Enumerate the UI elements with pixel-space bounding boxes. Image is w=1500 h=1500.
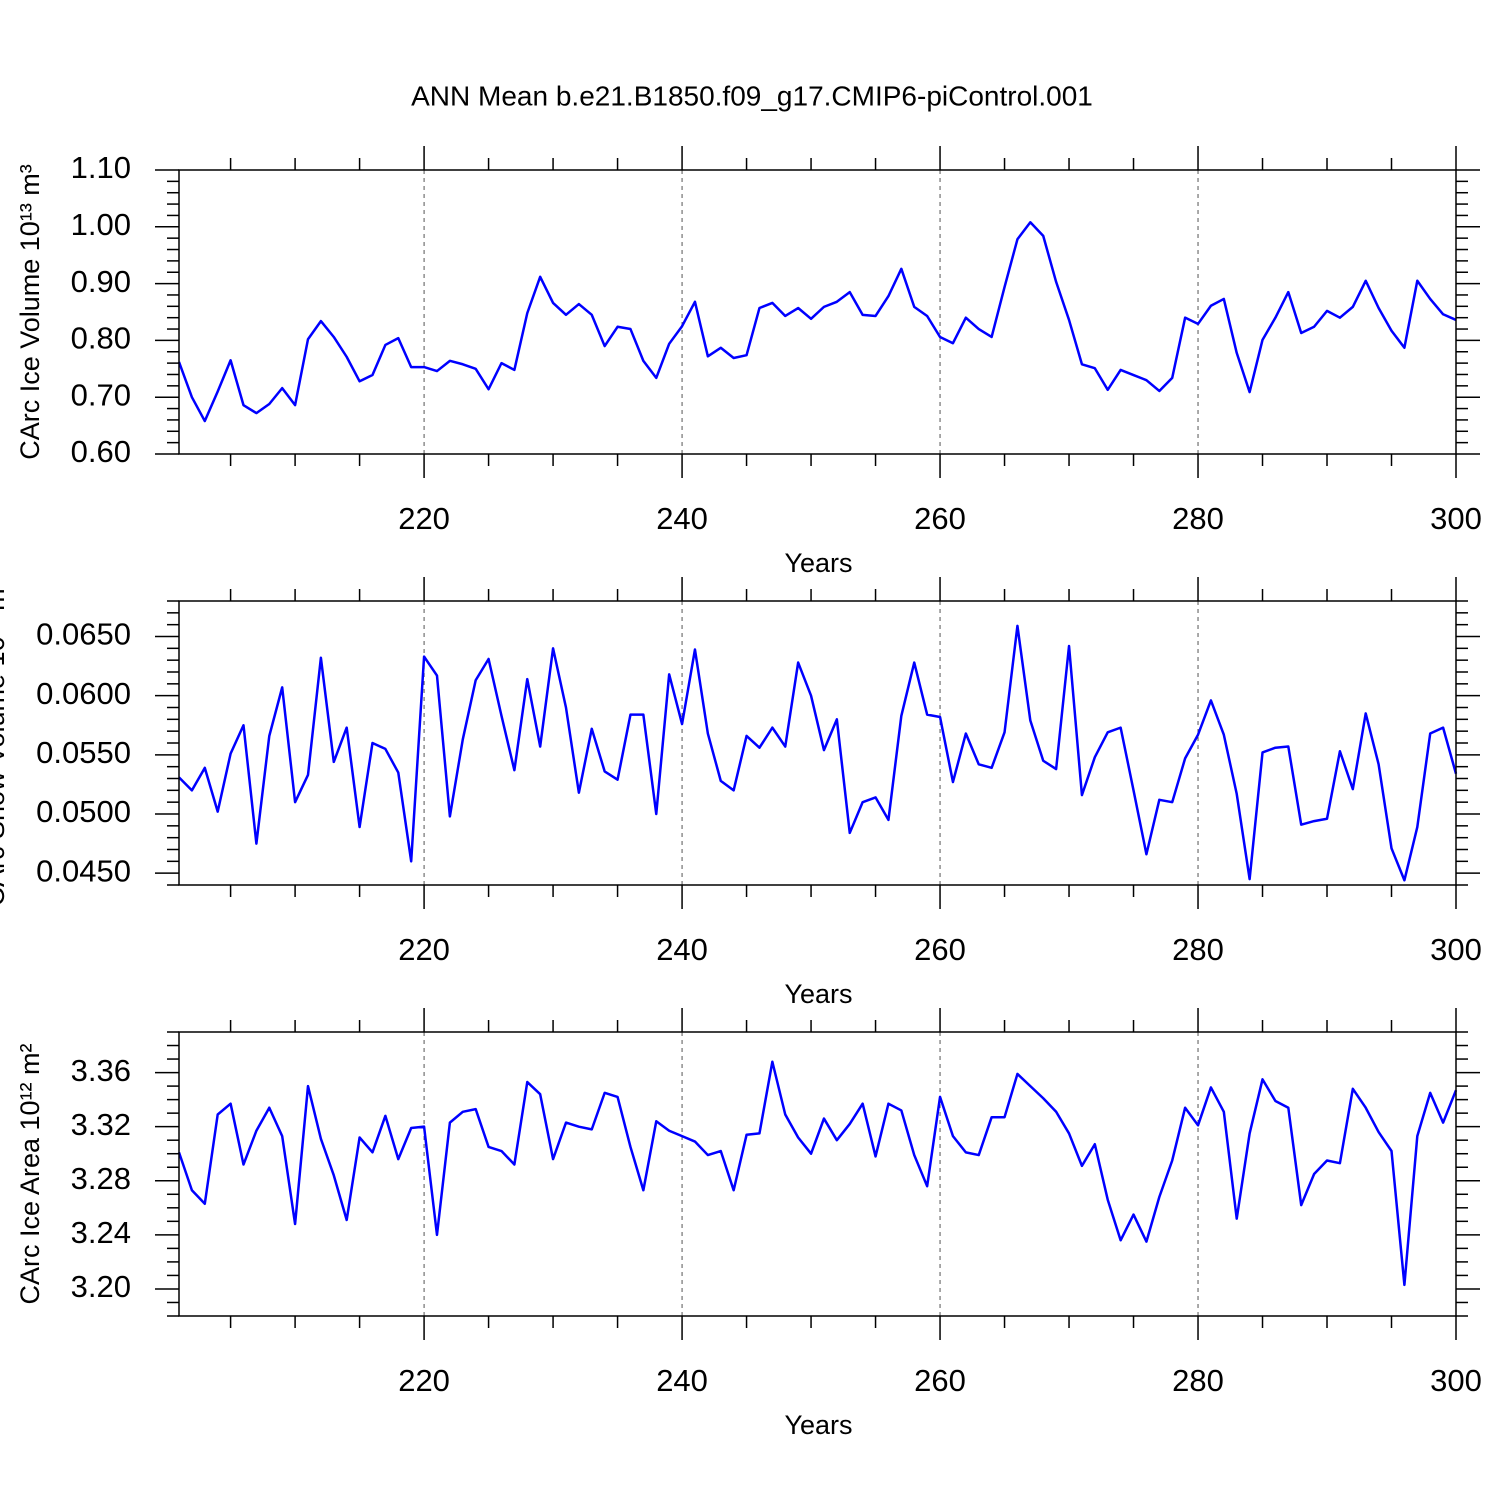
y-tick-label: 0.0550 <box>36 735 131 770</box>
x-axis-label: Years <box>784 979 852 1009</box>
y-tick-label: 0.80 <box>71 321 131 356</box>
chart-title: ANN Mean b.e21.B1850.f09_g17.CMIP6-piCon… <box>411 80 1093 111</box>
x-tick-label: 220 <box>398 1363 450 1398</box>
y-tick-label: 0.70 <box>71 377 131 412</box>
y-axis-label: CArc Ice Area 10¹² m² <box>15 1043 45 1304</box>
x-tick-label: 240 <box>656 501 708 536</box>
x-tick-label: 300 <box>1430 932 1482 967</box>
y-tick-label: 0.0500 <box>36 794 131 829</box>
y-tick-label: 1.10 <box>71 150 131 185</box>
y-tick-label: 3.32 <box>71 1107 131 1142</box>
plot-frame <box>178 600 1457 886</box>
data-line <box>177 1060 1458 1287</box>
x-axis-label: Years <box>784 548 852 578</box>
x-tick-label: 280 <box>1172 1363 1224 1398</box>
x-tick-label: 280 <box>1172 501 1224 536</box>
x-tick-label: 300 <box>1430 501 1482 536</box>
x-tick-label: 240 <box>656 1363 708 1398</box>
x-axis-label: Years <box>784 1410 852 1440</box>
x-tick-label: 280 <box>1172 932 1224 967</box>
plot-frame <box>178 1031 1457 1317</box>
y-tick-label: 0.0650 <box>36 617 131 652</box>
data-line <box>177 221 1457 423</box>
y-axis-label: CArc Ice Volume 10¹³ m³ <box>15 164 45 460</box>
y-tick-label: 3.20 <box>71 1269 131 1304</box>
x-tick-label: 240 <box>656 932 708 967</box>
x-tick-label: 220 <box>398 932 450 967</box>
y-tick-label: 3.36 <box>71 1053 131 1088</box>
y-tick-label: 0.60 <box>71 434 131 469</box>
y-tick-label: 0.0600 <box>36 676 131 711</box>
y-tick-label: 1.00 <box>71 207 131 242</box>
y-tick-label: 0.90 <box>71 264 131 299</box>
x-tick-label: 260 <box>914 501 966 536</box>
plot-frame <box>178 169 1457 455</box>
y-tick-label: 3.28 <box>71 1161 131 1196</box>
x-tick-label: 220 <box>398 501 450 536</box>
y-tick-label: 3.24 <box>71 1215 131 1250</box>
x-tick-label: 260 <box>914 932 966 967</box>
y-axis-label: CArc Snow Volume 10¹³ m³ <box>0 579 10 906</box>
x-tick-label: 260 <box>914 1363 966 1398</box>
x-tick-label: 300 <box>1430 1363 1482 1398</box>
y-tick-label: 0.0450 <box>36 853 131 888</box>
data-line <box>178 624 1458 882</box>
